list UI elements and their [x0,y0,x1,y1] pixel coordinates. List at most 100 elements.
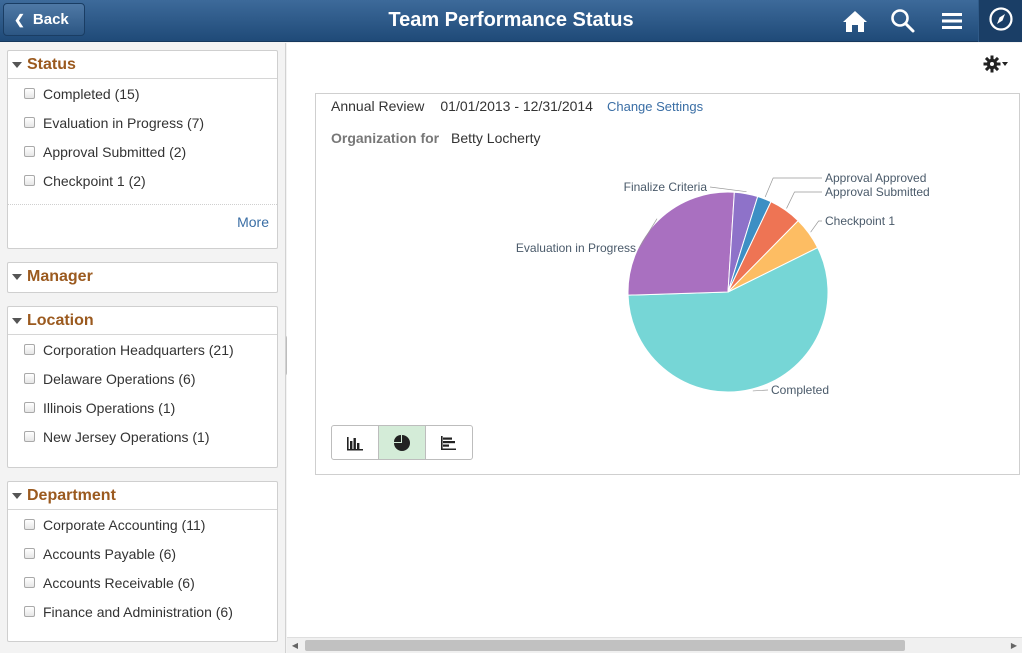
organization-row: Organization for Betty Locherty [331,130,541,146]
filter-label: Corporation Headquarters (21) [43,341,234,358]
filter-label: Delaware Operations (6) [43,370,196,387]
location-filter-panel: Location Corporation Headquarters (21) D… [7,306,278,468]
scroll-left-arrow-icon[interactable]: ◀ [291,641,299,650]
review-period: 01/01/2013 - 12/31/2014 [440,98,593,114]
status-filter-item[interactable]: Approval Submitted (2) [8,137,277,166]
navbar-button[interactable] [978,0,1022,42]
pie-chart-icon [394,434,410,451]
location-filter-item[interactable]: Illinois Operations (1) [8,393,277,422]
search-icon[interactable] [886,6,920,36]
filter-label: Approval Submitted (2) [43,143,187,160]
pie-slice-label: Completed [771,383,829,397]
bar-chart-view-button[interactable] [332,426,379,459]
back-label: Back [32,11,69,28]
pie-slice-checkpoint-1[interactable] [727,220,819,293]
location-filter-item[interactable]: Corporation Headquarters (21) [8,335,277,364]
filter-label: Illinois Operations (1) [43,399,176,416]
organization-name: Betty Locherty [451,130,541,146]
bar-chart-icon [347,436,363,450]
filter-sidebar: Status Completed (15) Evaluation in Prog… [0,43,286,653]
filter-label: Corporate Accounting (11) [43,516,206,533]
status-filter-title: Status [27,55,76,73]
pie-slice-completed[interactable] [627,246,829,393]
checkbox[interactable] [24,606,35,617]
location-filter-title: Location [27,311,94,329]
department-filter-item[interactable]: Corporate Accounting (11) [8,510,277,539]
pie-slice-label: Approval Approved [825,171,926,185]
location-filter-item[interactable]: New Jersey Operations (1) [8,422,277,451]
status-pie-chart: Completed Evaluation in Progress Finalize … [516,171,930,397]
collapse-triangle-icon [12,274,22,280]
checkbox[interactable] [24,431,35,442]
pie-chart-view-button[interactable] [379,426,426,459]
navbar-compass-icon [988,6,1014,37]
checkbox[interactable] [24,88,35,99]
filter-label: Accounts Receivable (6) [43,574,195,591]
organization-label: Organization for [331,130,440,146]
checkbox[interactable] [24,519,35,530]
caret-down-icon [1002,62,1008,66]
chart-view-toggle [331,425,473,460]
scroll-right-arrow-icon[interactable]: ▶ [1010,641,1018,650]
header-bar: ❮ Back Team Performance Status [0,0,1022,42]
scrollbar-thumb[interactable] [305,640,905,651]
pie-label-connector [752,389,769,392]
back-button[interactable]: ❮ Back [3,3,85,36]
review-type: Annual Review [331,98,425,114]
more-row: More [8,204,277,239]
pie-slice-evaluation-in-progress[interactable] [627,191,735,296]
pie-slice-label: Finalize Criteria [624,180,708,194]
collapse-triangle-icon [12,61,22,68]
horizontal-bar-chart-icon [441,435,456,450]
manager-filter-header[interactable]: Manager [8,263,277,291]
status-filter-header[interactable]: Status [8,51,277,79]
checkbox[interactable] [24,577,35,588]
review-info-row: Annual Review 01/01/2013 - 12/31/2014 Ch… [331,98,703,114]
menu-icon[interactable] [935,6,969,36]
department-filter-item[interactable]: Accounts Receivable (6) [8,568,277,597]
filter-label: Finance and Administration (6) [43,603,233,620]
collapse-triangle-icon [12,317,22,324]
pie-label-connector [764,177,822,198]
checkbox[interactable] [24,146,35,157]
filter-label: Evaluation in Progress (7) [43,114,205,131]
gear-icon [983,55,1001,73]
home-icon[interactable] [838,6,872,36]
department-filter-item[interactable]: Finance and Administration (6) [8,597,277,626]
checkbox[interactable] [24,402,35,413]
manager-filter-title: Manager [27,268,93,285]
checkbox[interactable] [24,548,35,559]
status-filter-item[interactable]: Evaluation in Progress (7) [8,108,277,137]
pie-label-connector [638,218,658,249]
filter-label: Accounts Payable (6) [43,545,177,562]
chart-card: Annual Review 01/01/2013 - 12/31/2014 Ch… [315,93,1020,475]
status-filter-panel: Status Completed (15) Evaluation in Prog… [7,50,278,249]
settings-gear-button[interactable] [983,55,1009,73]
manager-filter-panel: Manager [7,262,278,293]
pie-slice-label: Approval Submitted [825,185,930,199]
checkbox[interactable] [24,373,35,384]
pie-slice-label: Evaluation in Progress [516,241,636,255]
status-filter-item[interactable]: Completed (15) [8,79,277,108]
pie-slice-label: Checkpoint 1 [825,214,895,228]
department-filter-item[interactable]: Accounts Payable (6) [8,539,277,568]
horizontal-scrollbar[interactable]: ◀ ▶ [287,637,1022,653]
filter-label: New Jersey Operations (1) [43,428,210,445]
department-filter-panel: Department Corporate Accounting (11) Acc… [7,481,278,642]
location-filter-header[interactable]: Location [8,307,277,335]
location-filter-item[interactable]: Delaware Operations (6) [8,364,277,393]
checkbox[interactable] [24,344,35,355]
pie-label-connector [709,186,747,193]
department-filter-header[interactable]: Department [8,482,277,510]
pie-label-connector [786,191,822,209]
checkbox[interactable] [24,117,35,128]
filter-label: Checkpoint 1 (2) [43,172,146,189]
change-settings-link[interactable]: Change Settings [606,99,704,114]
department-filter-title: Department [27,486,116,504]
status-filter-item[interactable]: Checkpoint 1 (2) [8,166,277,195]
more-link[interactable]: More [237,214,269,230]
pie-label-connector [810,220,822,233]
chevron-left-icon: ❮ [14,11,25,27]
horizontal-bar-chart-view-button[interactable] [426,426,472,459]
checkbox[interactable] [24,175,35,186]
